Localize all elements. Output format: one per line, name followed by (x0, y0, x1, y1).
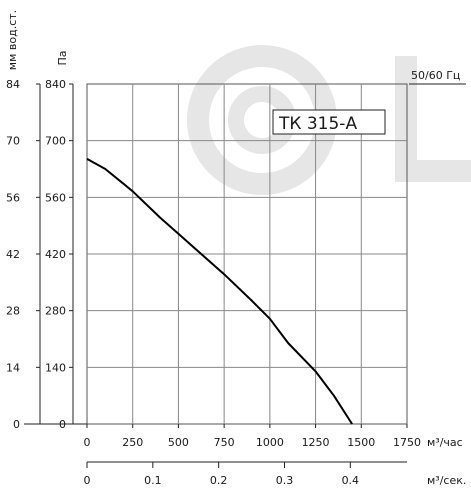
x-secondary-tick-label: 0 (84, 474, 91, 487)
x-secondary-tick-label: 0.2 (210, 474, 228, 487)
y-mm-tick-label: 28 (6, 305, 20, 318)
y-mm-tick-label: 0 (13, 418, 20, 431)
y-pa-tick-label: 140 (45, 361, 66, 374)
y-pa-tick-label: 420 (45, 248, 66, 261)
series-group (86, 158, 353, 425)
y-pa-tick-label: 0 (59, 418, 66, 431)
x-main-tick-label: 0 (84, 436, 91, 449)
x-main-tick-label: 750 (214, 436, 235, 449)
model-title: ТК 315-А (278, 114, 357, 134)
x-main-tick-label: 500 (168, 436, 189, 449)
y-pa-tick-label: 560 (45, 191, 66, 204)
x-axis-secondary-unit: м³/сек. (427, 474, 466, 487)
frequency-label: 50/60 Гц (411, 69, 460, 82)
x-secondary-tick-label: 0.1 (144, 474, 162, 487)
x-main-tick-label: 1500 (347, 436, 375, 449)
x-axis-main-unit: м³/час (427, 436, 463, 449)
y-axis-mm-unit: мм вод.ст. (6, 10, 19, 70)
y-pa-tick-label: 700 (45, 135, 66, 148)
model-title-box (272, 109, 386, 135)
x-main-tick-label: 1750 (393, 436, 421, 449)
y-pa-tick-label: 840 (45, 78, 66, 91)
y-mm-tick-label: 84 (6, 78, 20, 91)
axis-ticks (36, 83, 408, 468)
y-mm-tick-label: 56 (6, 191, 20, 204)
grid (87, 84, 407, 424)
x-main-tick-label: 1250 (302, 436, 330, 449)
y-pa-tick-label: 280 (45, 305, 66, 318)
y-mm-tick-label: 14 (6, 361, 20, 374)
x-secondary-tick-label: 0.3 (276, 474, 294, 487)
y-mm-tick-label: 42 (6, 248, 20, 261)
x-secondary-tick-label: 0.4 (342, 474, 360, 487)
x-main-tick-label: 250 (122, 436, 143, 449)
performance-curve (86, 158, 353, 425)
y-axis-pa-unit: Па (56, 50, 69, 65)
x-main-tick-label: 1000 (256, 436, 284, 449)
axis-labels: 84 840 70 700 56 560 42 420 28 280 14 140 0 0 0 250 500 7… (6, 78, 421, 487)
y-mm-tick-label: 70 (6, 135, 20, 148)
